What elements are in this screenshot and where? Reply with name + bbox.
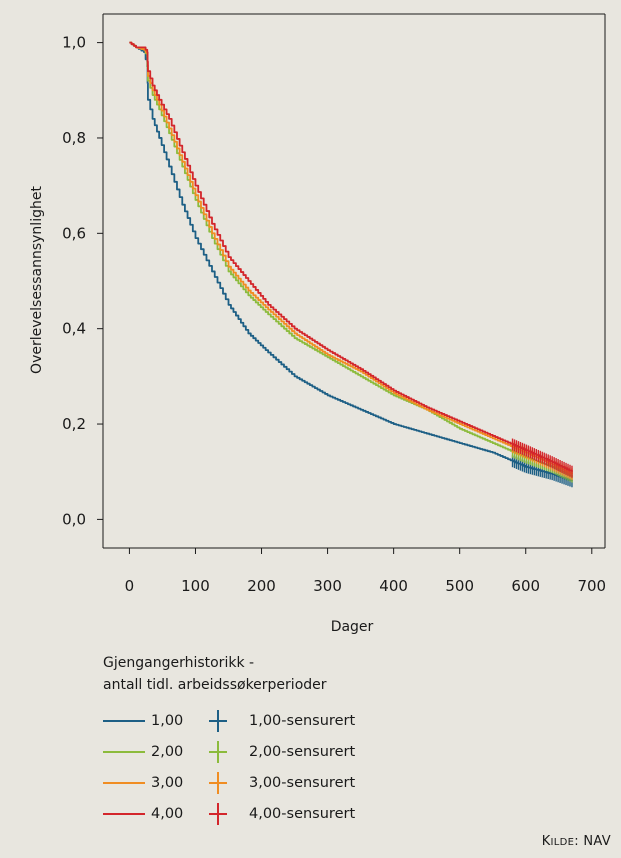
x-tick-label: 400 bbox=[379, 577, 408, 595]
y-tick-label: 0,2 bbox=[62, 415, 86, 433]
y-tick-label: 0,0 bbox=[62, 510, 86, 528]
legend-item-3: 3,00 3,00-sensurert bbox=[103, 772, 355, 794]
series-line-2 bbox=[129, 41, 573, 477]
y-tick-label: 1,0 bbox=[62, 34, 86, 52]
y-tick-label: 0,8 bbox=[62, 129, 86, 147]
legend-label-2: 2,00 bbox=[151, 744, 184, 760]
censored-marker-icon-3 bbox=[209, 772, 227, 794]
legend-label-1: 1,00 bbox=[151, 713, 184, 729]
y-tick-label: 0,4 bbox=[62, 320, 86, 338]
source-prefix-big: K bbox=[541, 834, 551, 849]
legend-swatch-2 bbox=[103, 751, 145, 753]
legend-title-line-2: antall tidl. arbeidssøkerperioder bbox=[103, 677, 327, 693]
x-tick-label: 0 bbox=[125, 577, 135, 595]
legend-swatch-4 bbox=[103, 813, 145, 815]
legend-censored-label-1: 1,00-sensurert bbox=[249, 713, 356, 729]
legend-censored-label-3: 3,00-sensurert bbox=[249, 775, 356, 791]
source-credit: KILDE: NAV bbox=[542, 834, 611, 849]
legend-censored-label-4: 4,00-sensurert bbox=[249, 806, 356, 822]
legend-item-1: 1,00 1,00-sensurert bbox=[103, 710, 355, 732]
x-axis-title: Dager bbox=[331, 619, 374, 635]
legend-title: Gjengangerhistorikk - antall tidl. arbei… bbox=[103, 652, 327, 696]
legend-swatch-3 bbox=[103, 782, 145, 784]
x-tick-label: 100 bbox=[181, 577, 210, 595]
legend-label-3: 3,00 bbox=[151, 775, 184, 791]
chart-axes: 0 100 200 300 400 500 600 700 0,0 0,2 0,4 0,6 0,8 1,0 bbox=[62, 13, 606, 595]
source-suffix: : NAV bbox=[574, 834, 611, 849]
source-prefix-small: ILDE bbox=[550, 837, 575, 848]
x-tick-label: 600 bbox=[511, 577, 540, 595]
legend-label-4: 4,00 bbox=[151, 806, 184, 822]
x-tick-label: 200 bbox=[247, 577, 276, 595]
series-line-3 bbox=[129, 41, 573, 475]
survival-chart: 0 100 200 300 400 500 600 700 0,0 0,2 0,4 0,6 0,8 1,0… bbox=[29, 13, 606, 635]
series-line-1 bbox=[129, 41, 573, 482]
censored-marker-icon-4 bbox=[209, 803, 227, 825]
x-tick-label: 500 bbox=[445, 577, 474, 595]
series-line-4 bbox=[129, 41, 573, 472]
censored-marker-icon-2 bbox=[209, 741, 227, 763]
legend-item-2: 2,00 2,00-sensurert bbox=[103, 741, 355, 763]
legend-title-line-1: Gjengangerhistorikk - bbox=[103, 655, 255, 671]
legend-censored-label-2: 2,00-sensurert bbox=[249, 744, 356, 760]
x-tick-label: 300 bbox=[313, 577, 342, 595]
legend-item-4: 4,00 4,00-sensurert bbox=[103, 803, 355, 825]
y-tick-label: 0,6 bbox=[62, 224, 86, 242]
x-tick-label: 700 bbox=[577, 577, 606, 595]
legend-swatch-1 bbox=[103, 720, 145, 722]
plot-area bbox=[129, 41, 573, 488]
censored-marker-icon-1 bbox=[209, 710, 227, 732]
y-axis-title: Overlevelsessannsynlighet bbox=[29, 186, 45, 374]
